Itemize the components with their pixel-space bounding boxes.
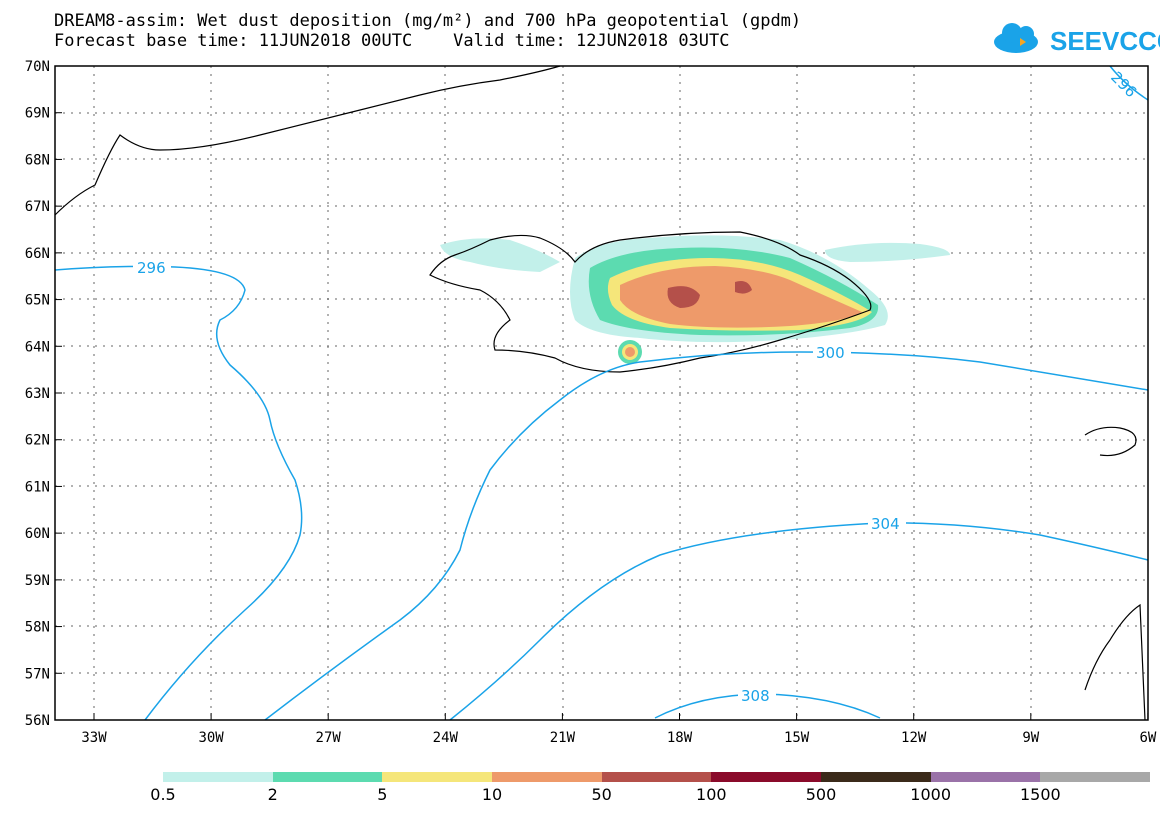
latitude-label: 56N: [25, 713, 50, 729]
longitude-label: 18W: [667, 730, 693, 746]
contour-labels: 296 296 300 304 308: [133, 68, 1140, 705]
longitude-label: 24W: [433, 730, 459, 746]
longitude-label: 15W: [784, 730, 810, 746]
legend-label: 10: [481, 785, 503, 804]
latitude-label: 70N: [25, 59, 50, 75]
legend-label: 1500: [1019, 785, 1061, 804]
latitude-label: 68N: [25, 152, 50, 168]
latitude-label: 60N: [25, 526, 50, 542]
legend-swatch: [711, 772, 822, 782]
latitude-label: 57N: [25, 666, 50, 682]
logo-text: SEEVCCC: [1050, 26, 1160, 56]
latitude-label: 64N: [25, 339, 50, 355]
seevccc-logo: SEEVCCC: [994, 23, 1160, 56]
contour-label: 308: [741, 687, 770, 705]
legend-label: 500: [805, 785, 837, 804]
legend-swatch: [492, 772, 602, 782]
contour-label: 296: [1107, 68, 1140, 101]
map-title-line1: DREAM8-assim: Wet dust deposition (mg/m²…: [54, 11, 802, 31]
contour-label: 304: [871, 515, 900, 533]
latitude-label: 61N: [25, 479, 50, 495]
latitude-label: 66N: [25, 246, 50, 262]
latitude-axis: 70N 69N 68N 67N 66N 65N 64N 63N 62N 61N 60N 59N 58N 5…: [25, 59, 62, 729]
graticule: [55, 66, 1148, 720]
longitude-label: 33W: [81, 730, 107, 746]
latitude-label: 59N: [25, 573, 50, 589]
latitude-label: 65N: [25, 293, 50, 309]
legend-label: 100: [696, 785, 727, 804]
longitude-label: 21W: [550, 730, 576, 746]
contour-label: 300: [816, 344, 845, 362]
legend-label: 5: [377, 785, 388, 804]
legend-label: 50: [591, 785, 612, 804]
cloud-icon: [994, 23, 1038, 53]
latitude-label: 63N: [25, 386, 50, 402]
latitude-label: 58N: [25, 620, 50, 636]
dust-deposition-field: [440, 235, 950, 364]
latitude-label: 69N: [25, 106, 50, 122]
coastlines: [54, 65, 1146, 721]
longitude-label: 27W: [316, 730, 342, 746]
color-legend: [163, 772, 1151, 782]
legend-swatch: [272, 772, 383, 782]
legend-swatch: [930, 772, 1041, 782]
legend-swatch: [821, 772, 931, 782]
contour-label: 296: [137, 259, 166, 277]
legend-label: 0.5: [150, 785, 176, 804]
map-title-line2: Forecast base time: 11JUN2018 00UTC Vali…: [54, 31, 730, 51]
longitude-axis: 33W 30W 27W 24W 21W 18W 15W 12W 9W 6W: [81, 713, 1157, 746]
legend-swatch: [601, 772, 712, 782]
longitude-label: 30W: [198, 730, 224, 746]
legend-swatch: [1040, 772, 1151, 782]
legend-label: 2: [267, 785, 278, 804]
longitude-label: 12W: [901, 730, 927, 746]
legend-label: 1000: [910, 785, 952, 804]
longitude-label: 6W: [1139, 730, 1156, 746]
longitude-label: 9W: [1022, 730, 1039, 746]
latitude-label: 62N: [25, 433, 50, 449]
legend-swatch: [382, 772, 493, 782]
legend-swatch: [163, 772, 273, 782]
latitude-label: 67N: [25, 199, 50, 215]
